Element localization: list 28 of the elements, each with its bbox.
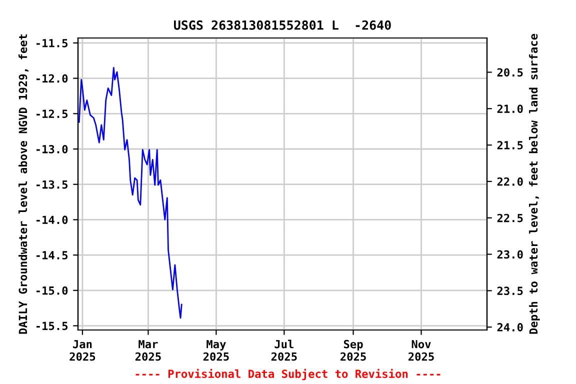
x-tick-label: Jul 2025 [271, 340, 297, 361]
y2-tick-label: 22.0 [497, 177, 523, 186]
y-tick-label: -13.0 [36, 144, 68, 154]
x-tick-label: Jan 2025 [70, 340, 96, 361]
y2-tick-label: 23.5 [497, 286, 523, 296]
y-tick-label: -12.0 [36, 74, 68, 83]
y-tick-label: -15.0 [36, 286, 68, 295]
text: ---- Provisional Data Subject to Revision ---- [136, 368, 440, 380]
y-tick-label: -15.5 [36, 322, 68, 330]
y2-axis-title: Depth to water level, feet below land surface [529, 34, 540, 334]
y2-tick-label: 24.0 [497, 323, 523, 332]
y2-tick-label: 21.0 [497, 104, 523, 114]
y-tick-label: -13.5 [36, 180, 68, 189]
y2-tick-label: 22.5 [497, 214, 523, 222]
y-tick-label: -12.5 [36, 110, 68, 118]
y-tick-label: -14.0 [36, 216, 68, 224]
y-axis-title: DAILY Groundwater level above NGVD 1929, feet [18, 34, 29, 334]
y-tick-label: -11.5 [36, 39, 68, 48]
chart-title: USGS 263813081552801 L -2640 [174, 20, 391, 30]
y2-tick-label: 23.0 [497, 250, 523, 259]
y2-tick-label: 20.5 [497, 68, 523, 77]
x-tick-label: Sep 2025 [340, 340, 366, 361]
line-series [78, 67, 182, 319]
y-tick-label: -14.5 [36, 251, 68, 260]
x-tick-label: May 2025 [203, 340, 229, 361]
y2-tick-label: 21.5 [497, 141, 523, 150]
x-tick-label: Nov 2025 [408, 340, 434, 361]
x-tick-label: Mar 2025 [135, 340, 161, 361]
